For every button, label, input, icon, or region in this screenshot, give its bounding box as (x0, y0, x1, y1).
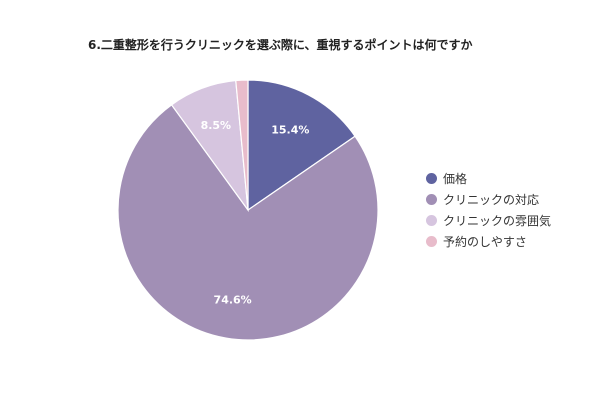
pie-slice-1 (247, 79, 356, 212)
pie-data-label-1: 15.4% (271, 123, 309, 136)
pie-slice-4 (235, 79, 249, 211)
pie-slice-2 (117, 103, 379, 341)
legend-swatch (426, 173, 437, 184)
pie-data-label-2: 74.6% (214, 294, 252, 307)
legend-item: 価格 (426, 168, 551, 189)
legend-label: 価格 (443, 172, 468, 186)
legend-item: 予約のしやすさ (426, 231, 551, 252)
pie-data-label-3: 8.5% (201, 119, 232, 132)
legend-label: クリニックの雰囲気 (443, 214, 552, 228)
legend-swatch (426, 215, 437, 226)
chart-title: 6.二重整形を行うクリニックを選ぶ際に、重視するポイントは何ですか (88, 38, 473, 52)
legend-swatch (426, 194, 437, 205)
legend: 価格クリニックの対応 クリニックの雰囲気 予約のしやすさ (426, 168, 551, 252)
legend-label: 予約のしやすさ (443, 235, 527, 249)
legend-item: クリニックの対応 (426, 189, 551, 210)
legend-label: クリニックの対応 (443, 193, 540, 207)
legend-swatch (426, 236, 437, 247)
legend-item: クリニックの雰囲気 (426, 210, 551, 231)
